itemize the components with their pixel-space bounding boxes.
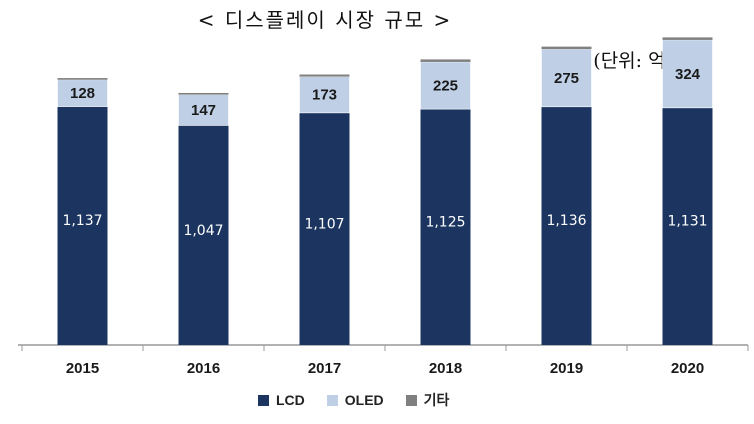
legend-swatch-other (405, 394, 417, 406)
bar-oled-2019 (541, 48, 592, 108)
x-tick-label-2016: 2016 (187, 360, 220, 377)
data-label-lcd-2018: 1,125 (425, 214, 465, 230)
legend-swatch-oled (326, 394, 338, 406)
bar-oled-2015 (57, 79, 108, 107)
x-tick-label-2019: 2019 (550, 360, 583, 377)
data-label-oled-2016: 147 (191, 102, 216, 119)
data-label-lcd-2019: 1,136 (546, 213, 586, 229)
bar-lcd-2016 (178, 125, 229, 345)
bar-기타-2019 (541, 46, 592, 50)
data-label-oled-2017: 173 (312, 87, 337, 104)
bar-lcd-2018 (420, 109, 471, 345)
bar-lcd-2017 (299, 112, 350, 345)
data-label-oled-2020: 324 (675, 66, 701, 83)
bar-기타-2016 (178, 92, 229, 95)
bar-lcd-2015 (57, 106, 108, 345)
chart-title: < 디스플레이 시장 규모 > (197, 8, 453, 32)
data-label-oled-2015: 128 (70, 85, 95, 102)
data-label-lcd-2015: 1,137 (62, 213, 102, 229)
data-label-lcd-2020: 1,131 (667, 214, 707, 230)
x-tick-label-2020: 2020 (671, 360, 704, 377)
data-label-lcd-2017: 1,107 (304, 216, 344, 232)
legend-item-lcd: LCD (258, 392, 305, 408)
data-label-oled-2018: 225 (433, 77, 458, 94)
bar-기타-2020 (662, 37, 713, 40)
bar-lcd-2020 (662, 107, 713, 346)
bar-lcd-2019 (541, 106, 592, 345)
data-label-oled-2019: 275 (554, 70, 579, 87)
bar-oled-2018 (420, 61, 471, 110)
stacked-bar-chart: 1,137 128 2015 1,047 147 2016 1,107 173 2017 1,12… (18, 37, 749, 377)
bar-기타-2015 (57, 78, 108, 80)
bar-기타-2018 (420, 59, 471, 62)
legend-label-other: 기타 (423, 392, 450, 408)
bar-oled-2016 (178, 94, 229, 126)
legend-swatch-lcd (258, 394, 269, 406)
bar-oled-2017 (299, 76, 350, 114)
x-tick-label-2015: 2015 (66, 360, 99, 377)
x-tick-label-2018: 2018 (429, 360, 462, 377)
data-label-lcd-2016: 1,047 (183, 223, 223, 239)
legend: LCD OLED 기타 (258, 388, 518, 412)
legend-label-lcd: LCD (276, 392, 305, 408)
bar-기타-2017 (299, 74, 350, 77)
legend-item-other: 기타 (405, 390, 450, 410)
legend-item-oled: OLED (326, 392, 384, 408)
legend-label-oled: OLED (344, 392, 384, 408)
x-tick-label-2017: 2017 (308, 360, 341, 377)
